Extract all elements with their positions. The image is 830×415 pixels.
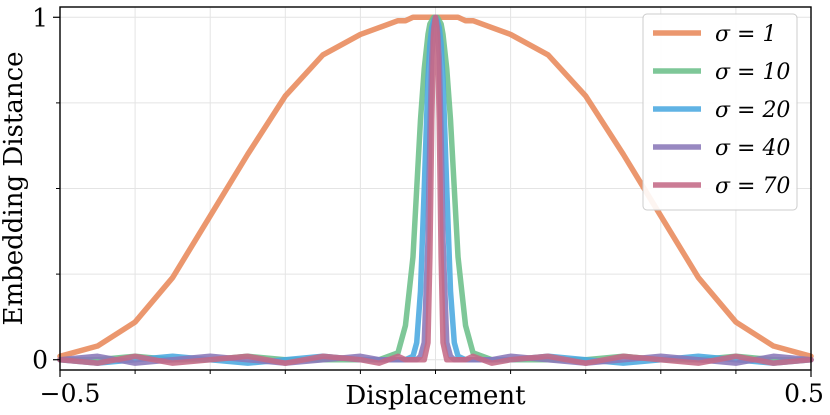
legend-label: σ = 1 [715,22,776,47]
x-axis-label: Displacement [345,381,526,411]
x-tick-label: 0.5 [784,379,824,408]
axis-tick-labels: −0.5 0.5 0 1 [32,3,824,408]
legend-box [642,13,798,211]
legend: σ = 1 σ = 10 σ = 20 σ = 40 σ = 70 [642,13,798,211]
legend-items: σ = 1 σ = 10 σ = 20 σ = 40 σ = 70 [653,22,790,199]
series-line-5 [57,14,814,366]
y-tick-label: 1 [32,3,48,32]
legend-label: σ = 20 [715,98,790,123]
legend-label: σ = 10 [715,60,790,85]
legend-label: σ = 70 [715,174,790,199]
axis-ticks [53,16,812,377]
x-tick-label: −0.5 [40,379,101,408]
legend-label: σ = 40 [715,136,790,161]
y-axis-label: Embedding Distance [0,51,29,325]
y-tick-label: 0 [32,346,48,375]
series-lines [57,14,814,366]
